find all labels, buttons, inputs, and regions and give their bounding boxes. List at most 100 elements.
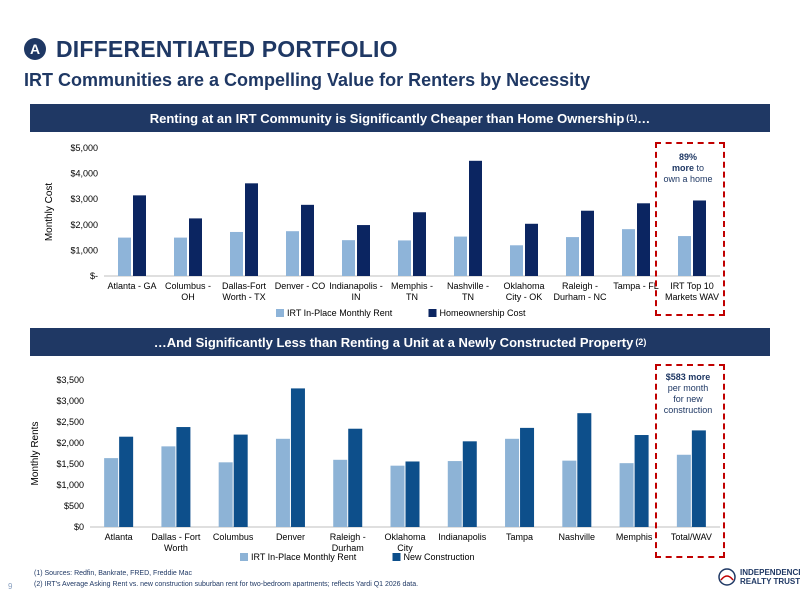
chart1-x-tick-label: Durham - NC xyxy=(553,292,607,302)
chart2-bar-series1 xyxy=(104,458,119,527)
chart1-x-tick-label: City - OK xyxy=(506,292,543,302)
chart2-x-tick-label: Nashville xyxy=(559,532,596,542)
chart2-bar-series1 xyxy=(333,459,348,527)
chart2-bar-series2 xyxy=(462,441,477,527)
chart1-bar-series2 xyxy=(525,223,538,276)
chart1-x-tick-label: Nashville - xyxy=(447,281,489,291)
section-badge: A xyxy=(24,38,46,60)
chart1-bar-series1 xyxy=(510,245,523,276)
chart2-bar-series2 xyxy=(176,427,191,527)
callout2-amount: $583 more xyxy=(665,372,711,382)
callout1-own-a-home: own a home xyxy=(663,174,713,184)
chart1-x-tick-label: Worth - TX xyxy=(222,292,265,302)
chart2-x-tick-label: Memphis xyxy=(616,532,653,542)
company-logo: INDEPENDENCE REALTY TRUST xyxy=(718,568,800,586)
callout2-per-month: per month xyxy=(667,383,709,393)
chart1-x-tick-label: Tampa - FL xyxy=(613,281,659,291)
chart2-bar-series1 xyxy=(218,462,233,527)
chart2-bar-series2 xyxy=(520,427,535,527)
chart2-x-tick-label: Atlanta xyxy=(105,532,133,542)
footnote-2: (2) IRT's Average Asking Rent vs. new co… xyxy=(34,581,419,588)
chart1-bar-series1 xyxy=(454,236,467,276)
chart2-bar-series2 xyxy=(119,436,134,527)
chart1-y-tick-label: $5,000 xyxy=(70,143,98,153)
callout2-construction: construction xyxy=(663,405,713,415)
chart1-x-tick-label: Oklahoma xyxy=(503,281,544,291)
chart1-x-tick-label: TN xyxy=(406,292,418,302)
chart1-bar-series1 xyxy=(342,240,355,276)
chart1-callout-text: 89% more to own a home xyxy=(657,152,719,185)
chart1-bar-series2 xyxy=(469,160,482,276)
chart1-x-tick-label: Indianapolis - xyxy=(329,281,383,291)
chart2-banner-footnote: (2) xyxy=(635,337,647,347)
chart1-bar-series2 xyxy=(301,204,314,276)
page-subtitle: IRT Communities are a Compelling Value f… xyxy=(24,70,591,90)
chart1-bar-series2 xyxy=(133,195,146,276)
chart1-banner-text: Renting at an IRT Community is Significa… xyxy=(149,110,625,126)
chart2-legend-swatch xyxy=(392,553,401,561)
chart2-bar-series1 xyxy=(619,463,634,527)
chart1-bar-series1 xyxy=(286,231,299,276)
chart2-x-tick-label: Oklahoma xyxy=(384,532,425,542)
chart2-bar-series2 xyxy=(691,430,706,527)
chart2-y-tick-label: $2,500 xyxy=(56,417,84,427)
chart2-bar-series2 xyxy=(405,461,420,527)
chart2-banner: … And Significantly Less than Renting a U… xyxy=(30,328,770,356)
chart1-bar-series1 xyxy=(118,237,131,276)
chart1-legend-label: Homeownership Cost xyxy=(440,308,527,318)
chart2-x-tick-label: Dallas - Fort xyxy=(151,532,201,542)
chart2-x-tick-label: Columbus xyxy=(213,532,254,542)
chart1-x-tick-label: Atlanta - GA xyxy=(107,281,156,291)
callout2-for-new: for new xyxy=(673,394,703,404)
chart1-x-tick-label: OH xyxy=(181,292,195,302)
chart2-bar-series1 xyxy=(390,465,405,527)
chart1-x-tick-label: Denver - CO xyxy=(275,281,326,291)
chart1-bar-series2 xyxy=(637,203,650,276)
chart1-bar-series1 xyxy=(174,237,187,276)
chart1-bar-series2 xyxy=(189,218,202,276)
chart1-homeownership-vs-rent: $- $1,000 $2,000 $3,000 $4,000 $5,000 Monthly … xyxy=(44,143,720,318)
chart2-x-tick-label: Tampa xyxy=(506,532,533,542)
chart1-x-tick-label: IN xyxy=(352,292,361,302)
chart1-bar-series2 xyxy=(581,210,594,276)
chart1-x-tick-label: Raleigh - xyxy=(562,281,598,291)
chart1-legend-swatch xyxy=(428,309,437,317)
chart1-callout-box xyxy=(655,142,725,316)
chart2-bar-series1 xyxy=(447,461,462,527)
chart2-bar-series2 xyxy=(233,434,248,527)
chart2-bar-series1 xyxy=(562,460,577,527)
chart1-bar-series1 xyxy=(566,237,579,276)
chart2-bar-series1 xyxy=(676,454,691,527)
chart1-x-tick-label: IRT Top 10 xyxy=(670,281,714,291)
chart1-x-tick-label: Markets WAV xyxy=(665,292,719,302)
chart2-callout-box xyxy=(655,364,725,558)
chart2-legend-label: IRT In-Place Monthly Rent xyxy=(251,552,357,562)
chart2-y-tick-label: $0 xyxy=(74,522,84,532)
chart1-banner: Renting at an IRT Community is Significa… xyxy=(30,104,770,132)
chart2-x-tick-label: Durham xyxy=(332,543,364,553)
chart2-bar-series2 xyxy=(290,388,305,527)
chart2-y-tick-label: $1,500 xyxy=(56,459,84,469)
logo-mark-icon xyxy=(718,568,736,586)
chart2-y-tick-label: $3,000 xyxy=(56,396,84,406)
chart1-bar-series2 xyxy=(413,212,426,276)
callout1-more: more xyxy=(671,163,694,173)
chart2-x-tick-label: Total/WAV xyxy=(671,532,712,542)
chart2-bar-series1 xyxy=(505,438,520,527)
chart2-bar-series1 xyxy=(161,446,176,527)
footnote-1: (1) Sources: Redfin, Bankrate, FRED, Fre… xyxy=(34,570,192,577)
chart2-x-tick-label: Raleigh - xyxy=(330,532,366,542)
chart1-banner-footnote: (1) xyxy=(626,113,638,123)
chart2-banner-text: And Significantly Less than Renting a Un… xyxy=(166,334,634,350)
page-number: 9 xyxy=(8,582,13,591)
page-title: DIFFERENTIATED PORTFOLIO xyxy=(56,36,398,62)
chart2-bar-series2 xyxy=(348,428,363,527)
chart1-bar-series2 xyxy=(245,183,258,276)
chart1-bar-series1 xyxy=(230,231,243,276)
chart1-bar-series2 xyxy=(693,200,706,276)
footnotes: (1) Sources: Redfin, Bankrate, FRED, Fre… xyxy=(34,568,418,590)
chart1-y-tick-label: $3,000 xyxy=(70,194,98,204)
chart1-x-tick-label: Memphis - xyxy=(391,281,433,291)
chart2-bar-series1 xyxy=(275,438,290,527)
chart1-y-tick-label: $1,000 xyxy=(70,245,98,255)
